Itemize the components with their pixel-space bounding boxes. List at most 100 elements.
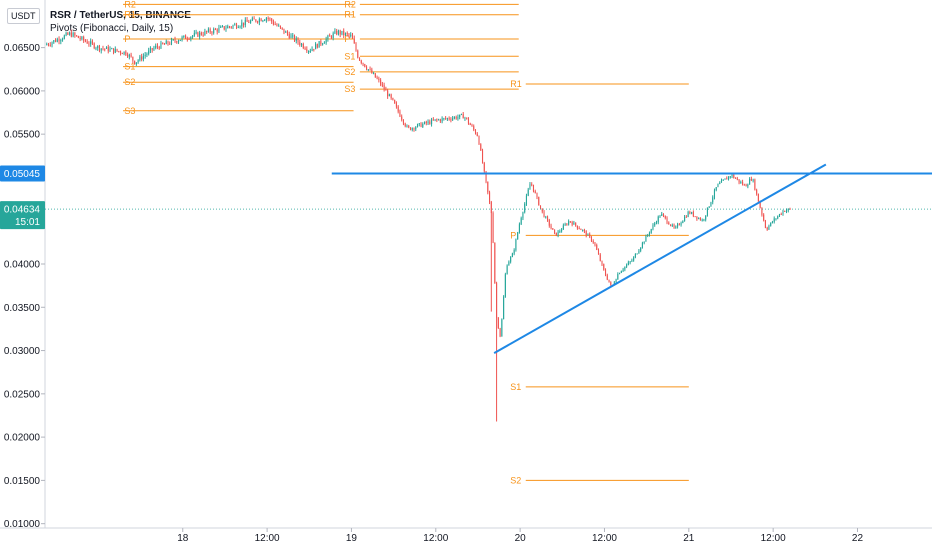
x-tick-label: 20	[515, 533, 527, 544]
candle-body	[559, 231, 561, 233]
candle-body	[337, 30, 339, 35]
drawings[interactable]	[45, 163, 932, 355]
candle-body	[104, 48, 106, 50]
candle-body	[752, 179, 754, 181]
candle-body	[597, 249, 600, 255]
candle-body	[580, 228, 582, 231]
candle-body	[130, 54, 132, 57]
candle-body	[316, 44, 318, 48]
y-tick-label: 0.04000	[4, 260, 41, 271]
candle-body	[353, 38, 355, 44]
candle-body	[374, 73, 376, 78]
candle-body	[148, 50, 150, 54]
candle-body	[669, 224, 672, 226]
candle-body	[699, 218, 701, 221]
candle-body	[532, 184, 535, 192]
candle-body	[102, 48, 104, 50]
candle-body	[659, 215, 661, 217]
candle-body	[132, 56, 134, 61]
candle-body	[364, 64, 366, 67]
candle-body	[47, 44, 50, 46]
candle-body	[123, 51, 125, 54]
candle-body	[777, 216, 779, 219]
candle-body	[705, 215, 707, 220]
pivot-label-r2: R2	[124, 0, 136, 9]
candle-body	[539, 205, 542, 209]
candle-body	[258, 19, 260, 23]
candle-body	[489, 192, 491, 203]
candle-body	[276, 24, 278, 26]
candle-body	[462, 114, 464, 119]
candle-body	[487, 181, 489, 193]
candle-body	[221, 26, 224, 28]
candle-body	[243, 22, 245, 25]
candle-body	[536, 193, 538, 198]
candle-body	[362, 62, 364, 65]
countdown-label: 15:01	[15, 217, 40, 228]
candle-body	[722, 179, 724, 181]
candle-body	[587, 234, 589, 236]
candle-body	[785, 210, 788, 212]
pivot-label-s2: S2	[344, 67, 355, 77]
pivot-label-r1: R1	[344, 10, 356, 20]
candle-body	[485, 171, 487, 182]
currency-button[interactable]: USDT	[7, 8, 40, 24]
candle-body	[576, 225, 578, 229]
candle-body	[682, 220, 684, 224]
candle-body	[708, 206, 710, 208]
candle-body	[715, 187, 717, 191]
candle-body	[543, 211, 545, 218]
candle-body	[318, 41, 320, 48]
candle-body	[84, 40, 86, 42]
candle-body	[228, 26, 231, 28]
candle-body	[636, 253, 638, 255]
candle-body	[759, 201, 761, 208]
candle-body	[787, 208, 789, 211]
candle-body	[350, 34, 352, 36]
candle-body	[156, 45, 159, 47]
candle-body	[262, 20, 264, 22]
candle-body	[418, 123, 420, 125]
candle-body	[501, 319, 503, 337]
candle-body	[497, 317, 499, 329]
candle-body	[640, 247, 642, 251]
candle-body	[534, 191, 536, 194]
y-tick-label: 0.02000	[4, 433, 41, 444]
candle-body	[272, 21, 274, 25]
candle-body	[128, 54, 130, 57]
candle-body	[678, 224, 680, 226]
candle-body	[177, 40, 180, 43]
candle-body	[789, 208, 791, 210]
candle-body	[770, 222, 772, 226]
candle-body	[687, 211, 689, 217]
candle-body	[448, 118, 450, 120]
candle-body	[657, 216, 659, 223]
candle-body	[74, 33, 76, 36]
candle-body	[626, 264, 628, 267]
candle-body	[402, 119, 404, 124]
candle-body	[466, 117, 468, 119]
resistance-price-tag	[0, 165, 45, 182]
candle-body	[366, 66, 368, 70]
candle-body	[325, 38, 327, 43]
candle-body	[680, 223, 682, 225]
candle-body	[736, 178, 738, 180]
candle-body	[251, 18, 253, 21]
candle-body	[244, 19, 246, 25]
candle-body	[278, 25, 280, 27]
candle-body	[225, 28, 227, 30]
candle-body	[394, 99, 396, 104]
trend-line[interactable]	[493, 163, 827, 355]
candle-body	[719, 182, 721, 184]
candle-body	[383, 85, 385, 90]
candle-body	[267, 17, 269, 19]
candle-body	[629, 261, 631, 263]
candle-body	[297, 38, 299, 43]
candle-body	[464, 117, 466, 119]
candle-body	[227, 26, 229, 29]
candle-body	[167, 41, 169, 44]
candle-body	[453, 116, 455, 119]
candle-body	[529, 184, 531, 190]
candle-body	[257, 21, 259, 23]
